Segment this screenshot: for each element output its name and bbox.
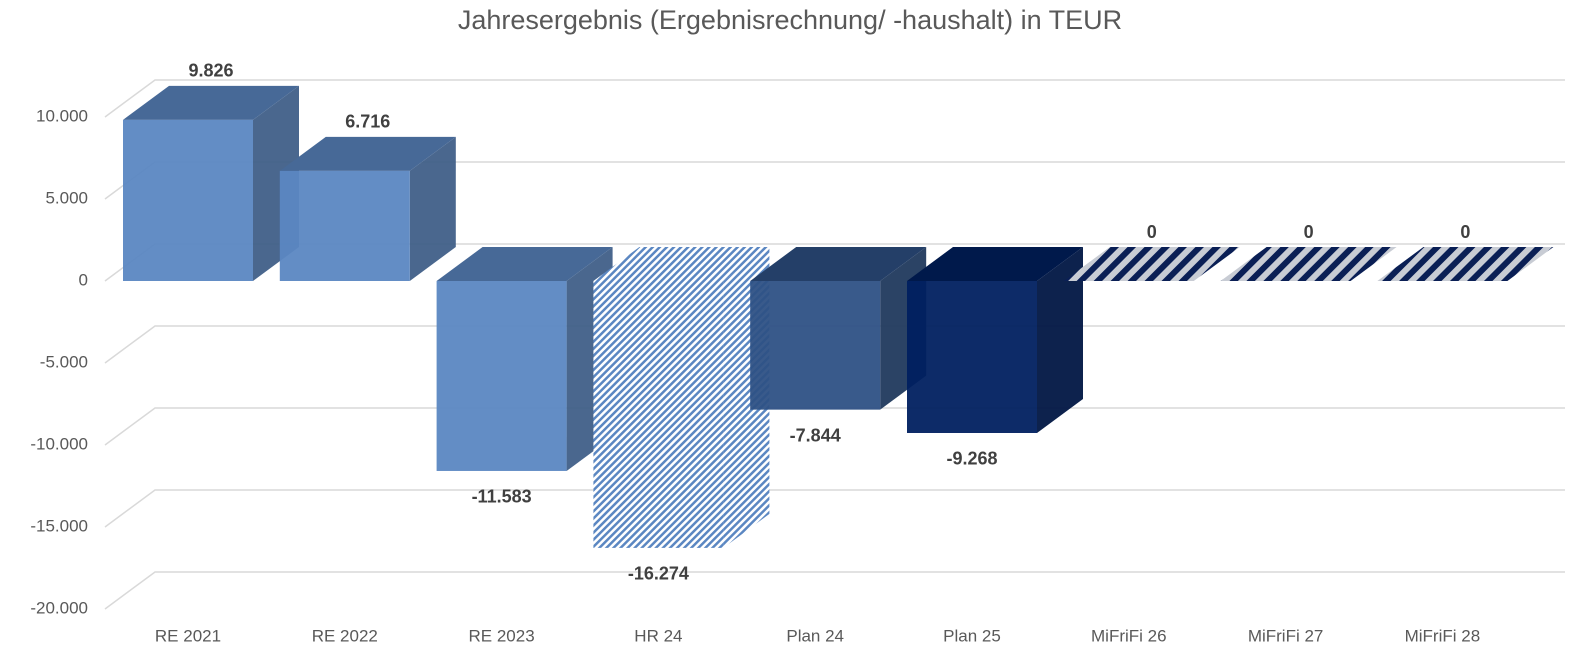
data-label: 0: [1147, 222, 1157, 242]
bar-top: [123, 85, 299, 120]
y-tick-label: -5.000: [40, 352, 88, 371]
data-label: 9.826: [188, 61, 233, 81]
bar-top: [436, 247, 613, 281]
bar: [123, 119, 253, 281]
bar-top: [1220, 247, 1397, 281]
bar-side: [1037, 247, 1083, 433]
data-label: -11.583: [472, 487, 532, 507]
bar-top: [1063, 247, 1240, 281]
bar-top: [907, 247, 1083, 281]
y-tick-label: 5.000: [45, 188, 88, 207]
x-tick-label: HR 24: [634, 626, 682, 645]
bar: [750, 281, 881, 410]
x-tick-label: RE 2023: [469, 626, 535, 645]
y-tick-label: 10.000: [36, 106, 88, 125]
x-tick-label: MiFriFi 28: [1405, 626, 1481, 645]
y-tick-label: 0: [79, 270, 88, 289]
data-label: -7.844: [790, 425, 841, 445]
bar: [279, 170, 410, 281]
bar: [436, 281, 567, 471]
chart-title: Jahresergebnis (Ergebnisrechnung/ -haush…: [458, 5, 1122, 35]
x-tick-label: RE 2021: [155, 626, 221, 645]
x-tick-label: MiFriFi 27: [1248, 626, 1324, 645]
x-tick-label: RE 2022: [312, 626, 378, 645]
data-label: -16.274: [628, 564, 689, 584]
data-label: 6.716: [345, 112, 390, 132]
bar-top: [279, 136, 456, 171]
data-label: -9.268: [946, 449, 997, 469]
x-tick-label: Plan 25: [943, 626, 1001, 645]
bar-top: [593, 247, 770, 281]
grid-line: [104, 79, 1565, 118]
data-label: 0: [1304, 222, 1314, 242]
grid-line: [104, 571, 1565, 610]
grid-line: [104, 407, 1565, 446]
grid-line: [104, 489, 1565, 528]
y-tick-label: -10.000: [30, 434, 88, 453]
bar-top: [750, 247, 927, 281]
grid-line: [104, 325, 1565, 364]
bar-top: [1377, 247, 1554, 281]
bar: [907, 281, 1037, 433]
bar: [593, 281, 724, 548]
x-tick-label: MiFriFi 26: [1091, 626, 1167, 645]
bar-side: [409, 136, 456, 281]
y-tick-label: -15.000: [30, 516, 88, 535]
x-tick-label: Plan 24: [786, 626, 844, 645]
y-tick-label: -20.000: [30, 598, 88, 617]
data-label: 0: [1460, 222, 1470, 242]
